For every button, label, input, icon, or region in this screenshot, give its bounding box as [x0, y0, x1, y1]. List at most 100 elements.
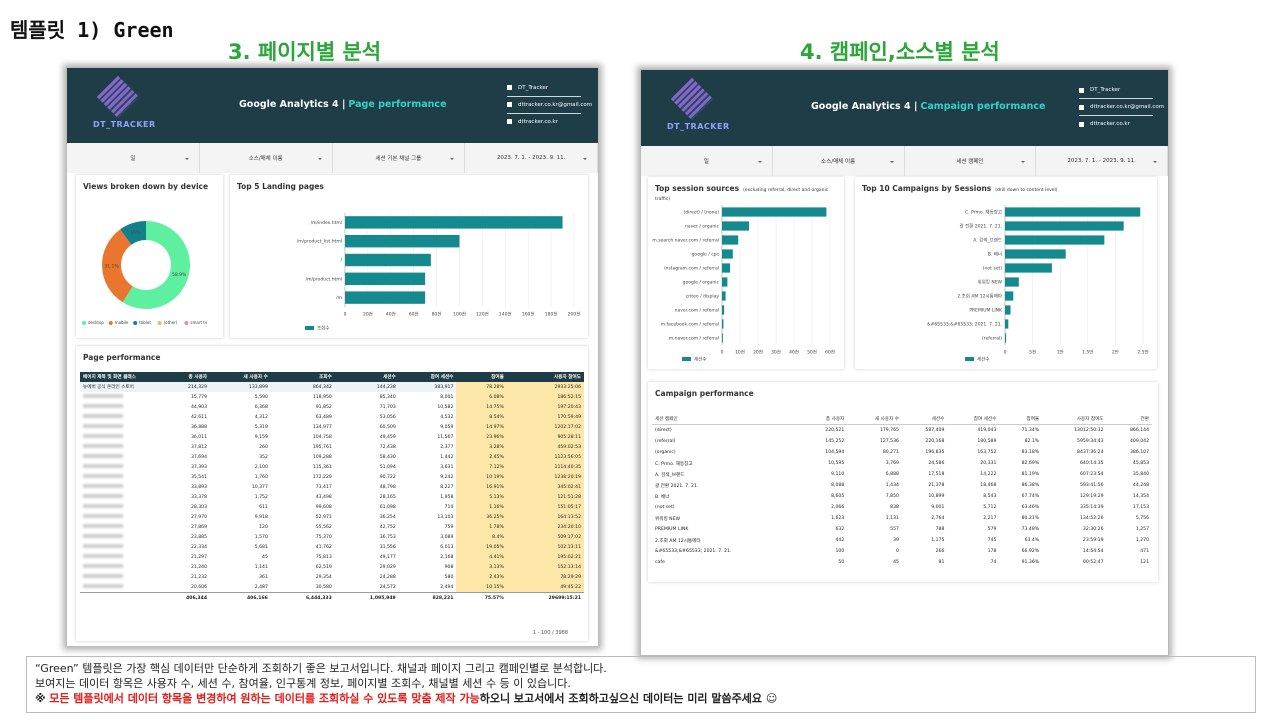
y-tick-label: m.search.naver.com / referral	[652, 238, 719, 244]
table-cell	[80, 532, 156, 542]
x-tick-label: 2만	[1112, 349, 1119, 356]
card-subtitle: (excluding referral, direct and organic …	[655, 188, 829, 202]
table-cell: 234:20:10	[506, 522, 584, 532]
x-tick-label: 180천	[545, 311, 558, 318]
filter-dropdown[interactable]: 2023. 7. 1. - 2023. 9. 11.	[465, 143, 598, 173]
x-tick-label: 0	[1004, 350, 1007, 356]
table-cell: 838	[890, 505, 899, 510]
logo	[670, 77, 714, 121]
y-tick-label: 광 전환 2021. 7. 21.	[960, 223, 1002, 230]
column-header[interactable]: 새 사용자 수	[210, 372, 271, 382]
filter-dropdown[interactable]: 세션 기본 채널 그룹	[333, 143, 466, 173]
header-bar: DT_TRACKER Google Analytics 4 | Page perfo…	[67, 68, 598, 143]
table-cell: 152:13:14	[506, 562, 584, 572]
x-tick-label: 200천	[568, 311, 581, 318]
table-row: cafe 50 45 81 74 91.36% 00:52:47 121	[652, 557, 1152, 568]
column-header[interactable]: 세션수	[334, 372, 399, 382]
x-tick-label: 160천	[522, 311, 535, 318]
table-cell: 10.15%	[456, 582, 507, 593]
table-cell: 9,059	[440, 424, 454, 430]
table-cell: 134:52:26	[1079, 516, 1104, 521]
table-cell: 8437:36:24	[1077, 450, 1104, 455]
y-tick-label: &#65533;&#65533; 2021. 7. 21.	[927, 322, 1002, 328]
column-header[interactable]: 조회수	[270, 372, 335, 382]
table-cell: 1,570	[254, 534, 268, 540]
table-cell: 220,168	[925, 439, 945, 444]
filter-dropdown[interactable]: 일	[67, 143, 200, 173]
column-header[interactable]: 전환	[1106, 414, 1152, 425]
table-row: &#65533;&#65533; 2021. 7. 21. 100 0 266 178 6…	[652, 546, 1152, 557]
x-tick-label: 10천	[735, 349, 745, 356]
card-title: Top 5 Landing pages	[237, 182, 324, 191]
table-cell: 8.54%	[456, 412, 507, 422]
table-cell: 91.36%	[1021, 560, 1040, 565]
filter-bar: 일 소스/매체 이름 세션 캠페인 2023. 7. 1. - 2023. 9. 11…	[641, 146, 1168, 176]
legend-swatch	[108, 321, 113, 325]
column-header[interactable]: 세션수	[901, 414, 948, 425]
filter-bar: 일 소스/매체 이름 세션 기본 채널 그룹 2023. 7. 1. - 2023. …	[67, 143, 598, 173]
y-tick-label: /m/index.html	[311, 220, 342, 226]
y-tick-label: (not set)	[983, 266, 1002, 272]
table-cell: 133,899	[248, 384, 268, 390]
table-cell	[80, 502, 156, 512]
column-header[interactable]: 새 사용자 수	[847, 414, 902, 425]
table-cell: 145,252	[825, 439, 845, 444]
bar	[722, 249, 733, 259]
table-cell: 24,586	[928, 461, 945, 466]
table-cell: 4,312	[254, 414, 268, 420]
contact-text: dttracker.co.kr@gmail.com	[518, 101, 593, 108]
table-cell: 10,595	[828, 461, 845, 466]
table-cell: 44,903	[190, 404, 208, 410]
chart-card: Top 5 Landing pages 0 20천 40천 60천 80천 100천 120천…	[230, 175, 588, 338]
table-cell	[80, 542, 156, 552]
filter-dropdown[interactable]: 일	[641, 146, 773, 176]
table-cell: 36.25%	[456, 512, 507, 522]
table-cell: 11,567	[437, 434, 454, 440]
table-cell: 164:13:52	[506, 512, 584, 522]
table-cell: 1,270	[1135, 538, 1149, 543]
table-cell: 2,494	[440, 584, 454, 590]
table-cell: 1.78%	[456, 522, 507, 532]
column-header[interactable]: 페이지 제목 및 화면 클래스	[80, 372, 156, 382]
table-cell: 7,850	[885, 494, 899, 499]
column-header[interactable]: 참여율	[999, 414, 1043, 425]
table-cell: 1202:17:02	[506, 422, 584, 432]
x-tick-label: 30천	[771, 349, 781, 356]
table-cell: 13012:50:32	[1074, 428, 1104, 433]
pie-slice	[122, 221, 191, 309]
table-cell: 9,001	[931, 505, 945, 510]
table-cell: 2,100	[254, 464, 268, 470]
column-header[interactable]: 참여 세션수	[947, 414, 1000, 425]
header-bar: DT_TRACKER Google Analytics 4 | Campaign p…	[641, 70, 1168, 146]
column-header[interactable]: 사용자 참여도	[506, 372, 584, 382]
column-header[interactable]: 총 사용자	[801, 414, 848, 425]
legend-label: mobile	[115, 320, 129, 325]
table-cell	[80, 442, 156, 452]
filter-dropdown[interactable]: 세션 캠페인	[905, 146, 1037, 176]
table-cell: 127,536	[879, 439, 899, 444]
contact-text: dttracker.co.kr	[1090, 121, 1130, 127]
table-cell: 2933:25:06	[506, 382, 584, 392]
table-cell: 49,177	[379, 554, 396, 560]
column-header[interactable]: 사용자 참여도	[1042, 414, 1107, 425]
column-header[interactable]: 참여 세션수	[398, 372, 457, 382]
column-header[interactable]: 참여율	[456, 372, 507, 382]
table-cell: 91,852	[315, 404, 332, 410]
table-cell: 58,430	[379, 454, 396, 460]
table-cell: 85,340	[379, 394, 396, 400]
table-row: (organic) 104,594 80,271 196,835 163,752 83.1…	[652, 447, 1152, 458]
table-cell: 170:59:49	[506, 412, 584, 422]
table-row: 36,011 9,159 104,758 49,459 11,567 23.96% 905:…	[80, 432, 584, 442]
column-header[interactable]: 세션 캠페인	[652, 414, 802, 425]
table-cell: 74	[990, 560, 997, 565]
blurred-title	[83, 494, 123, 498]
column-header[interactable]: 총 사용자	[156, 372, 211, 382]
filter-dropdown[interactable]: 2023. 7. 1. - 2023. 9. 11.	[1036, 146, 1168, 176]
blurred-title	[83, 394, 123, 398]
filter-dropdown[interactable]: 소스/매체 이름	[200, 143, 333, 173]
contact-item: dttracker.co.kr@gmail.com	[507, 97, 592, 114]
table-cell: 129:19:29	[1079, 494, 1104, 499]
table-cell: 580	[444, 574, 454, 580]
filter-dropdown[interactable]: 소스/매체 이름	[773, 146, 905, 176]
x-tick-label: 50천	[807, 349, 817, 356]
